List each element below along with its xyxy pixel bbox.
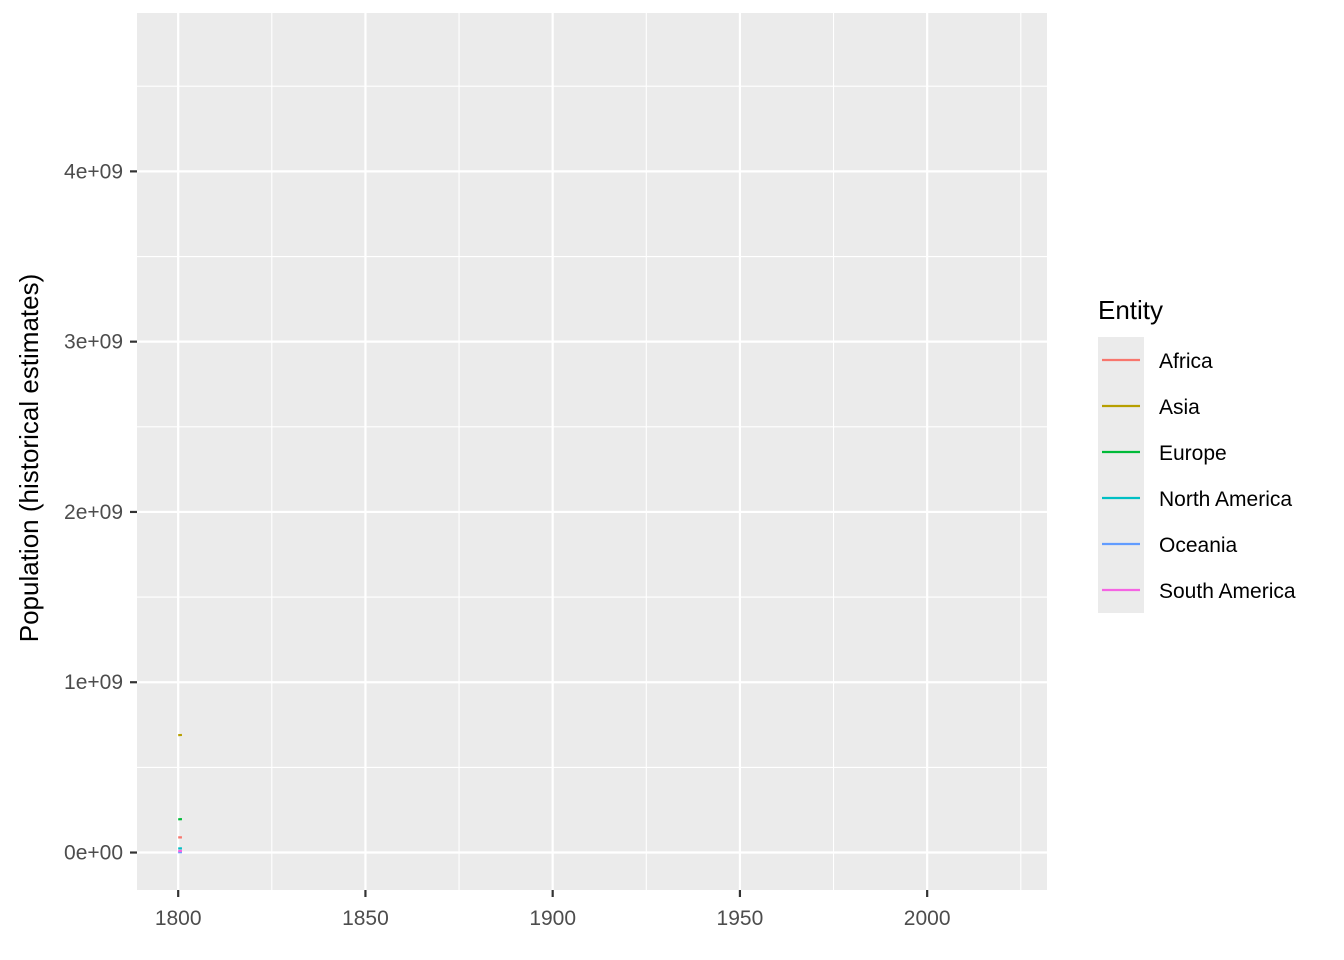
- legend-label: Africa: [1159, 350, 1213, 373]
- legend-label: Asia: [1159, 396, 1200, 419]
- legend-label: Oceania: [1159, 534, 1238, 557]
- y-tick-label: 2e+09: [64, 501, 123, 524]
- legend-label: South America: [1159, 580, 1296, 603]
- y-tick-label: 3e+09: [64, 331, 123, 354]
- x-tick-label: 1900: [529, 907, 576, 930]
- grid-major: [137, 13, 1047, 890]
- series-group: [178, 733, 183, 854]
- y-tick-label: 0e+00: [64, 842, 123, 865]
- x-tick-label: 2000: [904, 907, 951, 930]
- x-axis: 1800 1850 1900 1950 2000: [155, 890, 951, 930]
- plot-panel: [137, 13, 1047, 890]
- y-tick-label: 1e+09: [64, 671, 123, 694]
- x-tick-label: 1850: [342, 907, 389, 930]
- legend-label: North America: [1159, 488, 1292, 511]
- grid-minor: [137, 13, 1047, 890]
- x-tick-label: 1800: [155, 907, 202, 930]
- legend-label: Europe: [1159, 442, 1227, 465]
- legend-title: Entity: [1098, 295, 1163, 325]
- x-tick-label: 1950: [717, 907, 764, 930]
- legend: Entity Africa Asia Europe North America Ocea…: [1098, 295, 1296, 613]
- y-axis: 0e+00 1e+09 2e+09 3e+09 4e+09: [64, 160, 137, 865]
- y-axis-title: Population (historical estimates): [14, 274, 44, 643]
- y-tick-label: 4e+09: [64, 160, 123, 183]
- legend-key-background: [1098, 337, 1144, 613]
